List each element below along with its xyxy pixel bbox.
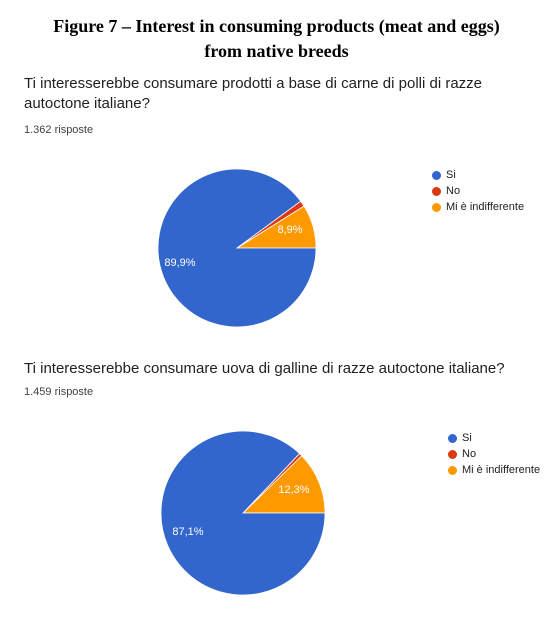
chart1-legend-dot-si <box>432 170 441 180</box>
chart2-legend-item-no[interactable]: No <box>448 446 540 462</box>
chart1-data-label-si: 89,9% <box>164 257 195 269</box>
chart1-legend-label-no: No <box>446 185 461 197</box>
chart1-legend-label-indifferente: Mi è indifferente <box>446 201 525 213</box>
chart2-legend-item-si[interactable]: Si <box>448 430 540 446</box>
chart2-legend-dot-si <box>448 433 457 443</box>
chart1-legend-label-si: Si <box>446 169 456 181</box>
figure-title-line2: from native breeds <box>204 41 349 61</box>
chart1-slice-si[interactable] <box>157 168 317 328</box>
chart2-question: Ti interesserebbe consumare uova di gall… <box>24 360 505 377</box>
chart2-legend-label-indifferente: Mi è indifferente <box>462 464 541 476</box>
chart2-data-label-si: 87,1% <box>172 526 203 538</box>
chart1-response-count: 1.362 risposte <box>24 124 94 136</box>
chart1-legend-item-si[interactable]: Si <box>432 167 524 183</box>
chart2-slice-indifferente[interactable] <box>242 455 326 514</box>
chart1-legend: Si No Mi è indifferente <box>432 167 524 215</box>
chart1-legend-item-no[interactable]: No <box>432 183 524 199</box>
chart2-response-count: 1.459 risposte <box>24 386 94 398</box>
chart2-legend-dot-no <box>448 449 457 459</box>
chart2-legend-item-indifferente[interactable]: Mi è indifferente <box>448 462 540 478</box>
chart1-legend-dot-no <box>432 186 441 196</box>
chart2-legend-dot-indifferente <box>448 465 457 475</box>
chart2-slice-si[interactable] <box>160 430 326 596</box>
chart2-data-label-indifferente: 12,3% <box>278 484 309 496</box>
chart1-question: Ti interesserebbe consumare prodotti a b… <box>24 75 483 112</box>
figure-title: Figure 7 – Interest in consuming product… <box>0 14 553 64</box>
figure-title-line1: Figure 7 – Interest in consuming product… <box>53 16 500 36</box>
chart2-legend-label-no: No <box>462 448 477 460</box>
chart1-legend-item-indifferente[interactable]: Mi è indifferente <box>432 199 524 215</box>
chart1-data-label-indifferente: 8,9% <box>277 224 302 236</box>
chart1-legend-dot-indifferente <box>432 202 441 212</box>
chart2-legend-label-si: Si <box>462 432 472 444</box>
chart2-legend: Si No Mi è indifferente <box>448 430 540 478</box>
